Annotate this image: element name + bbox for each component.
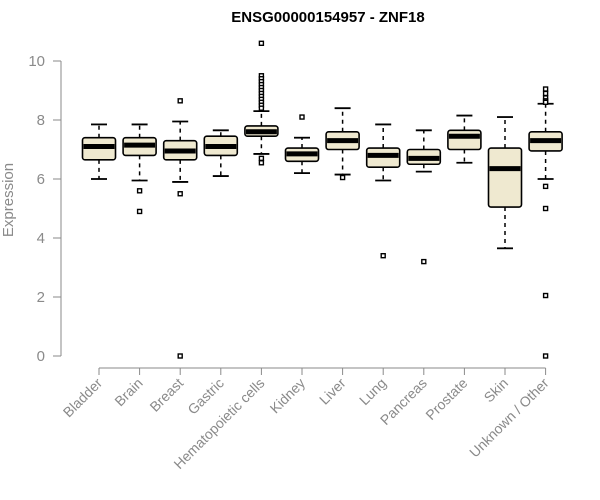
box-series <box>81 40 563 359</box>
x-tick-label: Bladder <box>60 375 106 421</box>
y-tick-label: 2 <box>37 289 45 306</box>
x-tick-label: Prostate <box>422 375 470 423</box>
box-kidney <box>284 114 320 175</box>
x-tick-label: Liver <box>316 375 349 408</box>
y-tick-label: 4 <box>37 230 45 247</box>
y-axis-label: Expression <box>0 163 17 237</box>
box-lung <box>365 123 401 259</box>
iqr-box <box>487 147 523 208</box>
x-tick-label: Skin <box>481 375 512 406</box>
outlier-point <box>177 191 183 197</box>
outlier-point <box>258 40 265 46</box>
outlier-point <box>542 205 549 212</box>
x-tick-label: Lung <box>356 375 389 408</box>
box-skin <box>487 116 523 250</box>
outlier-point <box>421 258 427 265</box>
y-tick-label: 8 <box>37 112 45 129</box>
outlier-point <box>542 353 549 359</box>
outlier-point <box>339 174 346 181</box>
outlier-point <box>542 90 549 97</box>
outlier-point <box>177 353 183 359</box>
iqr-box <box>447 129 482 151</box>
box-unknown-other <box>528 86 563 359</box>
box-breast <box>162 98 198 359</box>
x-tick-label: Breast <box>146 375 186 415</box>
outlier-point <box>542 99 549 106</box>
box-hematopoietic-cells <box>244 40 279 166</box>
y-tick-label: 10 <box>28 53 45 70</box>
outlier-point <box>258 155 265 162</box>
outlier-point <box>542 292 549 299</box>
y-axis: 0 2 4 6 8 10 <box>28 53 62 365</box>
outlier-point <box>136 208 143 215</box>
outlier-point <box>136 188 143 194</box>
outlier-point <box>258 105 265 111</box>
box-brain <box>122 123 157 215</box>
x-tick-label: Brain <box>111 375 145 409</box>
outlier-point <box>542 86 549 92</box>
outlier-point <box>380 252 386 259</box>
outlier-point <box>258 160 265 166</box>
box-pancreas <box>406 129 442 265</box>
box-gastric <box>203 129 239 177</box>
y-tick-label: 0 <box>37 348 45 365</box>
box-liver <box>325 107 360 181</box>
outlier-point <box>299 114 305 120</box>
box-bladder <box>81 123 117 180</box>
chart-title: ENSG00000154957 - ZNF18 <box>231 9 424 26</box>
box-prostate <box>447 114 482 164</box>
x-tick-label: Kidney <box>267 375 309 417</box>
outlier-point <box>177 98 183 104</box>
outlier-point <box>542 183 549 190</box>
y-tick-label: 6 <box>37 171 45 188</box>
